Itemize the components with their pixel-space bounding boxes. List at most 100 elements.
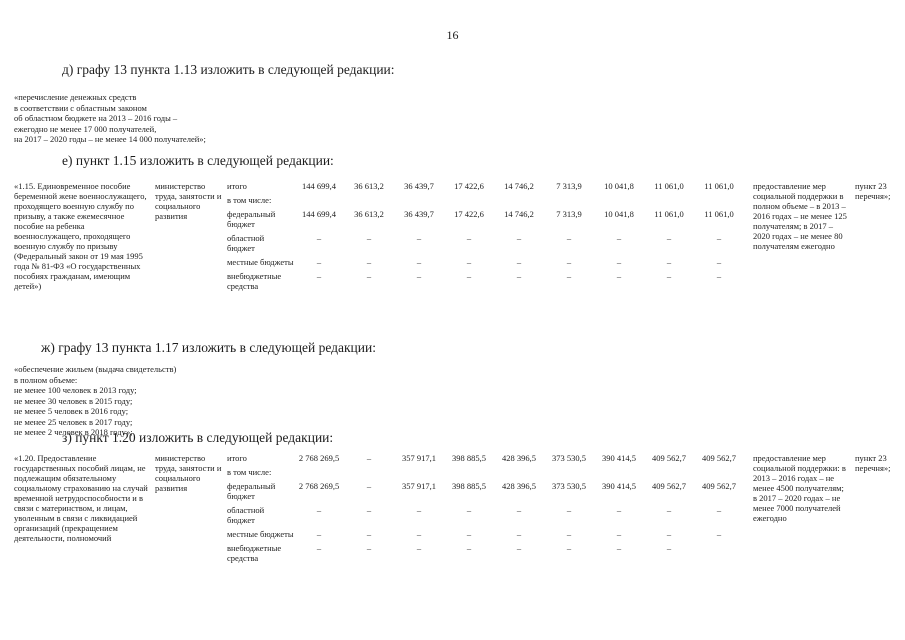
text-line: не менее 30 человек в 2015 году; xyxy=(14,395,133,406)
table-row: областной бюджет – – – – – – – – – xyxy=(227,233,751,253)
value-cell: – xyxy=(366,529,372,539)
value-cell: – xyxy=(366,271,372,281)
value-cell: 11 061,0 xyxy=(704,209,734,219)
value-cell: – xyxy=(566,543,572,553)
value-cell xyxy=(694,543,744,553)
value-cell: – xyxy=(366,543,372,553)
row-values: – – – – – – – – – xyxy=(294,505,744,515)
value-cell: 7 313,9 xyxy=(556,181,582,191)
value-cell: – xyxy=(366,257,372,267)
value-cell: – xyxy=(716,233,722,243)
budget-rows: итого 144 699,4 36 613,2 36 439,7 17 422,6 1… xyxy=(227,181,751,295)
value-cell: – xyxy=(316,271,322,281)
text-line: не менее 5 человек в 2016 году; xyxy=(14,406,129,416)
ministry-cell: министерство труда, занятости и социальн… xyxy=(155,453,222,493)
value-cell: 428 396,5 xyxy=(502,481,536,491)
value-cell: – xyxy=(566,505,572,515)
value-cell: 2 768 269,5 xyxy=(298,453,340,463)
row-label: итого xyxy=(227,181,247,191)
value-cell: – xyxy=(316,505,322,515)
row-values: 144 699,4 36 613,2 36 439,7 17 422,6 14 746,… xyxy=(294,181,744,191)
value-cell: – xyxy=(616,543,622,553)
value-cell: 409 562,7 xyxy=(702,453,736,463)
ministry-cell: министерство труда, занятости и социальн… xyxy=(155,181,222,221)
value-cell: – xyxy=(666,257,672,267)
value-cell: 11 061,0 xyxy=(704,181,734,191)
value-cell: 2 768 269,5 xyxy=(298,481,340,491)
value-cell: – xyxy=(516,505,522,515)
value-cell: – xyxy=(416,505,422,515)
item-description: «1.20. Предоставление государственных по… xyxy=(14,453,148,543)
value-cell: 390 414,5 xyxy=(602,481,636,491)
value-cell: – xyxy=(716,257,722,267)
value-cell: – xyxy=(416,543,422,553)
value-cell: – xyxy=(516,529,522,539)
row-label: областной бюджет xyxy=(227,505,265,525)
value-cell: 36 439,7 xyxy=(404,209,434,219)
note-cell: предоставление мер социальной поддержки … xyxy=(753,181,847,251)
value-cell: 144 699,4 xyxy=(302,209,336,219)
value-cell: 11 061,0 xyxy=(654,209,684,219)
value-cell: 409 562,7 xyxy=(652,481,686,491)
value-cell: 11 061,0 xyxy=(654,181,684,191)
table-row: местные бюджеты – – – – – – – – – xyxy=(227,529,751,539)
heading-item-zh: ж) графу 13 пункта 1.17 изложить в следу… xyxy=(41,340,376,355)
row-label: федеральный бюджет xyxy=(227,481,276,501)
row-values: – – – – – – – – xyxy=(294,543,744,553)
page-number: 16 xyxy=(446,28,459,42)
row-label: федеральный бюджет xyxy=(227,209,276,229)
value-cell: – xyxy=(516,257,522,267)
table-row: внебюджетные средства – – – – – – – – – xyxy=(227,271,751,291)
value-cell: – xyxy=(616,271,622,281)
row-values: 2 768 269,5 – 357 917,1 398 885,5 428 396,5 3… xyxy=(294,453,744,463)
value-cell: – xyxy=(666,233,672,243)
value-cell: 357 917,1 xyxy=(402,453,436,463)
row-values: – – – – – – – – – xyxy=(294,257,744,267)
value-cell: – xyxy=(466,257,472,267)
table-row: федеральный бюджет 144 699,4 36 613,2 36 4… xyxy=(227,209,751,229)
value-cell: 10 041,8 xyxy=(604,181,634,191)
value-cell: – xyxy=(516,271,522,281)
value-cell: – xyxy=(316,543,322,553)
value-cell: – xyxy=(466,543,472,553)
text-line: «обеспечение жильем (выдача свидетельств… xyxy=(14,364,177,374)
reference-cell: пункт 23 перечня»; xyxy=(855,181,891,201)
value-cell: 7 313,9 xyxy=(556,209,582,219)
value-cell: – xyxy=(666,505,672,515)
row-values: 2 768 269,5 – 357 917,1 398 885,5 428 396,5 3… xyxy=(294,481,744,491)
value-cell: 36 613,2 xyxy=(354,181,384,191)
value-cell: – xyxy=(516,543,522,553)
value-cell: – xyxy=(566,529,572,539)
table-row: местные бюджеты – – – – – – – – – xyxy=(227,257,751,267)
text-line: не менее 2 человек в 2018 году»; xyxy=(14,427,133,437)
text-line: об областном бюджете на 2013 – 2016 годы… xyxy=(14,113,178,123)
value-cell: – xyxy=(466,233,472,243)
table-row: в том числе: xyxy=(227,195,751,205)
table-row: итого 144 699,4 36 613,2 36 439,7 17 422,6 1… xyxy=(227,181,751,191)
value-cell: 373 530,5 xyxy=(552,453,586,463)
table-row: федеральный бюджет 2 768 269,5 – 357 917,1… xyxy=(227,481,751,501)
value-cell: – xyxy=(616,257,622,267)
value-cell: 398 885,5 xyxy=(452,481,486,491)
value-cell: – xyxy=(616,529,622,539)
value-cell: – xyxy=(416,529,422,539)
row-values: – – – – – – – – – xyxy=(294,271,744,281)
value-cell: – xyxy=(366,481,372,491)
row-label: внебюджетные средства xyxy=(227,543,282,563)
value-cell: – xyxy=(366,453,372,463)
value-cell: – xyxy=(666,543,672,553)
heading-item-e: е) пункт 1.15 изложить в следующей редак… xyxy=(62,153,334,168)
row-label: в том числе: xyxy=(227,195,272,205)
quoted-block-d: «перечисление денежных средств в соответ… xyxy=(14,92,206,145)
text-line: на 2017 – 2020 годы – не менее 14 000 по… xyxy=(14,134,206,144)
value-cell: 428 396,5 xyxy=(502,453,536,463)
value-cell: – xyxy=(566,257,572,267)
row-values: – – – – – – – – – xyxy=(294,529,744,539)
text-line: в полном объеме: xyxy=(14,374,78,385)
value-cell: – xyxy=(566,271,572,281)
value-cell: 373 530,5 xyxy=(552,481,586,491)
table-row: областной бюджет – – – – – – – – – xyxy=(227,505,751,525)
row-label: местные бюджеты xyxy=(227,529,294,539)
heading-item-z: з) пункт 1.20 изложить в следующей редак… xyxy=(62,430,334,445)
row-values: 144 699,4 36 613,2 36 439,7 17 422,6 14 746,… xyxy=(294,209,744,219)
